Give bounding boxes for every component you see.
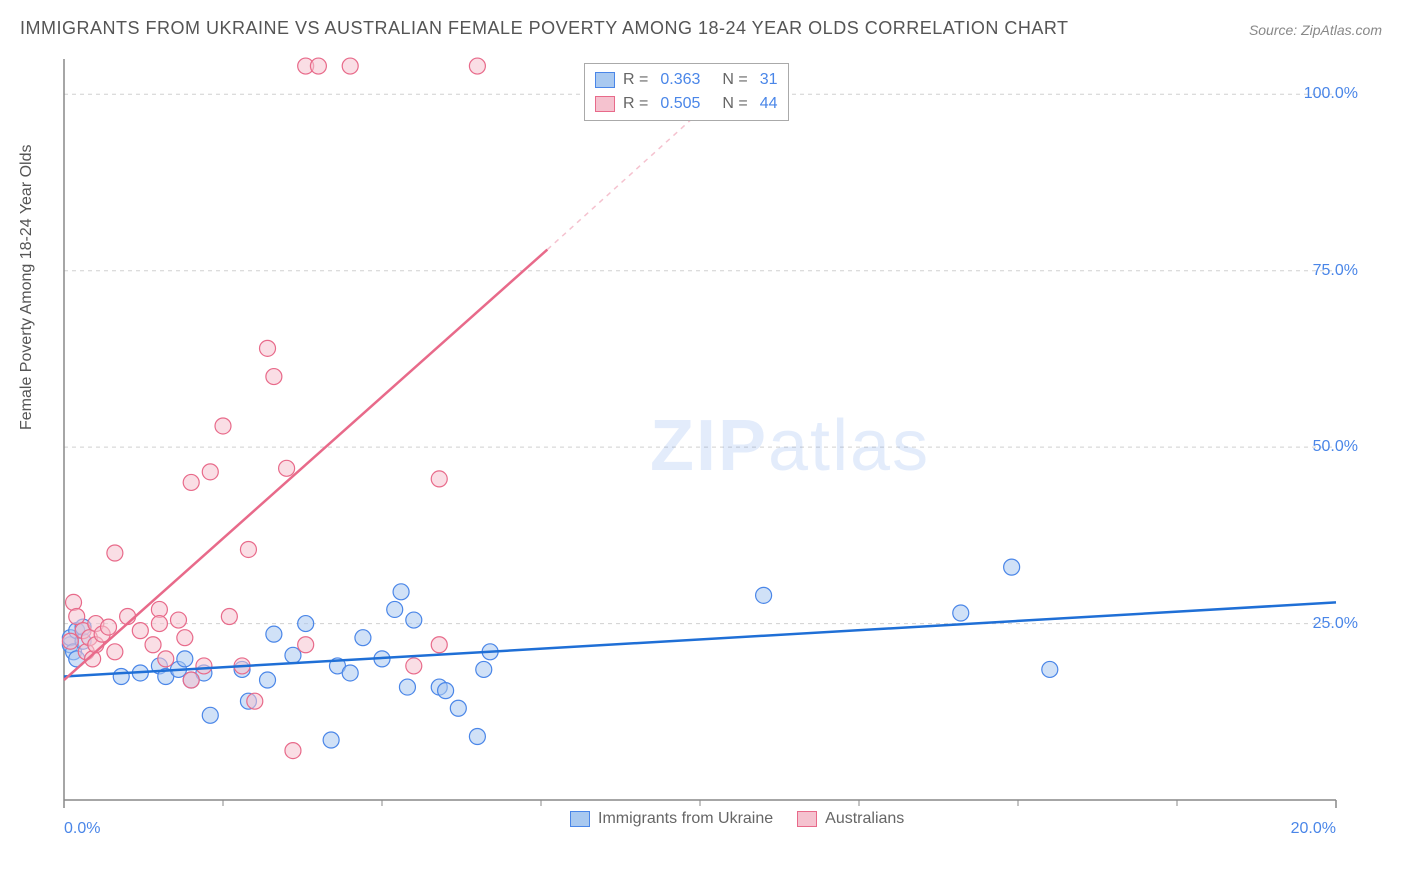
data-point xyxy=(1042,661,1058,677)
data-point xyxy=(355,630,371,646)
x-tick-label: 0.0% xyxy=(64,820,100,838)
data-point xyxy=(476,661,492,677)
data-point xyxy=(170,612,186,628)
r-value: 0.363 xyxy=(660,71,700,89)
data-point xyxy=(298,637,314,653)
r-label: R = xyxy=(623,95,648,113)
data-point xyxy=(399,679,415,695)
trendline-blue xyxy=(64,602,1336,676)
data-point xyxy=(279,460,295,476)
data-point xyxy=(260,672,276,688)
legend-swatch xyxy=(570,811,590,827)
data-point xyxy=(247,693,263,709)
y-tick-label: 50.0% xyxy=(1313,438,1358,456)
legend-label: Immigrants from Ukraine xyxy=(598,810,773,828)
y-axis-label: Female Poverty Among 18-24 Year Olds xyxy=(18,145,36,431)
data-point xyxy=(101,619,117,635)
data-point xyxy=(342,665,358,681)
data-point xyxy=(183,672,199,688)
source-label: Source: ZipAtlas.com xyxy=(1249,22,1382,38)
data-point xyxy=(393,584,409,600)
legend-item: Immigrants from Ukraine xyxy=(570,810,773,828)
data-point xyxy=(107,545,123,561)
data-point xyxy=(221,609,237,625)
data-point xyxy=(202,464,218,480)
data-point xyxy=(260,340,276,356)
data-point xyxy=(196,658,212,674)
legend-swatch xyxy=(797,811,817,827)
data-point xyxy=(469,58,485,74)
y-tick-label: 75.0% xyxy=(1313,262,1358,280)
legend-item: Australians xyxy=(797,810,904,828)
data-point xyxy=(285,647,301,663)
data-point xyxy=(107,644,123,660)
scatter-plot xyxy=(60,55,1370,830)
r-label: R = xyxy=(623,71,648,89)
data-point xyxy=(266,626,282,642)
n-label: N = xyxy=(722,71,747,89)
data-point xyxy=(953,605,969,621)
data-point xyxy=(431,471,447,487)
chart-area: ZIPatlas 25.0%50.0%75.0%100.0%0.0%20.0%R… xyxy=(60,55,1370,830)
legend-row: R = 0.363 N = 31 xyxy=(595,68,778,92)
data-point xyxy=(151,616,167,632)
series-legend: Immigrants from Ukraine Australians xyxy=(570,810,904,828)
data-point xyxy=(406,658,422,674)
data-point xyxy=(132,623,148,639)
y-tick-label: 25.0% xyxy=(1313,615,1358,633)
data-point xyxy=(387,601,403,617)
data-point xyxy=(158,651,174,667)
data-point xyxy=(183,474,199,490)
data-point xyxy=(285,743,301,759)
r-value: 0.505 xyxy=(660,95,700,113)
data-point xyxy=(310,58,326,74)
data-point xyxy=(298,616,314,632)
data-point xyxy=(113,669,129,685)
x-tick-label: 20.0% xyxy=(1291,820,1336,838)
data-point xyxy=(145,637,161,653)
n-label: N = xyxy=(722,95,747,113)
data-point xyxy=(177,630,193,646)
legend-label: Australians xyxy=(825,810,904,828)
legend-swatch xyxy=(595,72,615,88)
data-point xyxy=(342,58,358,74)
data-point xyxy=(431,637,447,653)
legend-swatch xyxy=(595,96,615,112)
n-value: 44 xyxy=(760,95,778,113)
n-value: 31 xyxy=(760,71,778,89)
data-point xyxy=(66,594,82,610)
data-point xyxy=(323,732,339,748)
data-point xyxy=(177,651,193,667)
y-tick-label: 100.0% xyxy=(1304,85,1358,103)
data-point xyxy=(240,541,256,557)
data-point xyxy=(450,700,466,716)
data-point xyxy=(469,728,485,744)
data-point xyxy=(62,633,78,649)
chart-title: IMMIGRANTS FROM UKRAINE VS AUSTRALIAN FE… xyxy=(20,18,1069,39)
correlation-legend: R = 0.363 N = 31 R = 0.505 N = 44 xyxy=(584,63,789,121)
data-point xyxy=(1004,559,1020,575)
data-point xyxy=(266,369,282,385)
data-point xyxy=(406,612,422,628)
data-point xyxy=(202,707,218,723)
data-point xyxy=(215,418,231,434)
data-point xyxy=(756,587,772,603)
legend-row: R = 0.505 N = 44 xyxy=(595,92,778,116)
data-point xyxy=(438,683,454,699)
